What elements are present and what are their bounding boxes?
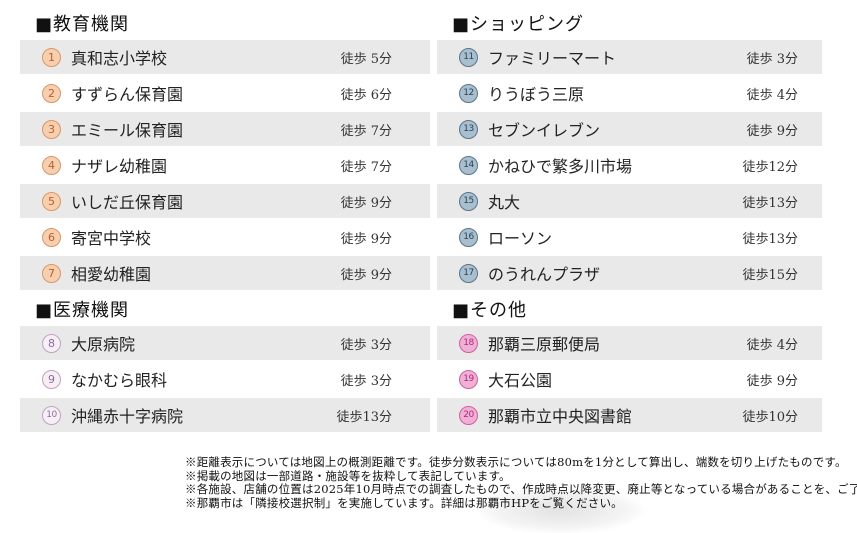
numbered-marker-icon: 11 (459, 47, 478, 67)
facility-name: 沖縄赤十字病院 (71, 407, 184, 426)
facility-name: なかむら眼科 (71, 371, 168, 390)
facility-name: 相愛幼稚園 (71, 265, 152, 284)
list-item: 11 ファミリーマート 徒歩 3分 (437, 40, 822, 74)
list-item: 5 いしだ丘保育園 徒歩 9分 (20, 184, 430, 218)
list-item: 16 ローソン 徒歩13分 (437, 220, 822, 254)
numbered-marker-icon: 4 (42, 155, 61, 175)
list-item: 1 真和志小学校 徒歩 5分 (20, 40, 430, 74)
facility-name: のうれんプラザ (488, 265, 601, 284)
footer-note-line: ※距離表示については地図上の概測距離です。徒歩分数表示については80mを1分とし… (185, 455, 847, 469)
footer-note-line: ※那覇市は「隣接校選択制」を実施しています。詳細は那覇市HPをご覧ください。 (185, 495, 623, 510)
facility-name: すずらん保育園 (71, 85, 184, 104)
walk-time: 徒歩 3分 (340, 373, 392, 389)
section-title-education: ■教育機関 (35, 14, 130, 35)
walk-time: 徒歩13分 (336, 409, 392, 425)
list-item: 6 寄宮中学校 徒歩 9分 (20, 220, 430, 254)
list-item: 17 のうれんプラザ 徒歩15分 (437, 256, 822, 290)
numbered-marker-icon: 3 (42, 119, 61, 139)
section-title-others: ■その他 (452, 300, 528, 321)
list-item: 18 那覇三原郵便局 徒歩 4分 (437, 326, 822, 360)
list-item: 8 大原病院 徒歩 3分 (20, 326, 430, 360)
facility-name: かねひで繁多川市場 (488, 157, 633, 176)
list-item: 12 りうぼう三原 徒歩 4分 (437, 76, 822, 110)
facility-name: ファミリーマート (488, 49, 617, 68)
list-item: 3 エミール保育園 徒歩 7分 (20, 112, 430, 146)
walk-time: 徒歩 5分 (340, 51, 392, 67)
walk-time: 徒歩 4分 (746, 87, 798, 103)
walk-time: 徒歩 3分 (746, 51, 798, 67)
facility-name: 大石公園 (488, 371, 553, 390)
numbered-marker-icon: 15 (459, 191, 478, 211)
list-item: 20 那覇市立中央図書館 徒歩10分 (437, 398, 822, 432)
numbered-marker-icon: 14 (459, 155, 478, 175)
facility-name: ナザレ幼稚園 (71, 157, 168, 176)
numbered-marker-icon: 16 (459, 227, 478, 247)
facility-name: 寄宮中学校 (71, 229, 152, 248)
footer-note-line: ※掲載の地図は一部道路・施設等を抜粋して表記しています。 (185, 468, 511, 483)
numbered-marker-icon: 8 (42, 333, 61, 353)
walk-time: 徒歩 9分 (746, 373, 798, 389)
walk-time: 徒歩 6分 (340, 87, 392, 103)
list-item: 7 相愛幼稚園 徒歩 9分 (20, 256, 430, 290)
walk-time: 徒歩 9分 (340, 195, 392, 211)
numbered-marker-icon: 12 (459, 83, 478, 103)
list-item: 2 すずらん保育園 徒歩 6分 (20, 76, 430, 110)
numbered-marker-icon: 9 (42, 369, 61, 389)
numbered-marker-icon: 5 (42, 191, 61, 211)
walk-time: 徒歩 9分 (746, 123, 798, 139)
numbered-marker-icon: 20 (459, 405, 478, 425)
facility-name: エミール保育園 (71, 121, 184, 140)
list-item: 14 かねひで繁多川市場 徒歩12分 (437, 148, 822, 182)
walk-time: 徒歩 7分 (340, 123, 392, 139)
walk-time: 徒歩15分 (742, 267, 798, 283)
walk-time: 徒歩 9分 (340, 267, 392, 283)
numbered-marker-icon: 19 (459, 369, 478, 389)
footer-note-line: ※各施設、店舗の位置は2025年10月時点での調査したもので、作成時点以降変更、… (185, 482, 857, 496)
walk-time: 徒歩 4分 (746, 337, 798, 353)
facility-name: セブンイレブン (488, 121, 601, 140)
left-column: ■教育機関 1 真和志小学校 徒歩 5分 2 すずらん保育園 徒歩 6分 3 エミール保育園 徒歩… (20, 6, 430, 434)
walk-time: 徒歩 3分 (340, 337, 392, 353)
list-item: 15 丸大 徒歩13分 (437, 184, 822, 218)
facility-name: 那覇市立中央図書館 (488, 407, 633, 426)
numbered-marker-icon: 6 (42, 227, 61, 247)
list-item: 4 ナザレ幼稚園 徒歩 7分 (20, 148, 430, 182)
walk-time: 徒歩13分 (742, 231, 798, 247)
facility-name: りうぼう三原 (488, 85, 585, 104)
facility-name: ローソン (488, 229, 553, 248)
facility-name: いしだ丘保育園 (71, 193, 184, 212)
facility-name: 大原病院 (71, 335, 136, 354)
walk-time: 徒歩12分 (742, 159, 798, 175)
numbered-marker-icon: 18 (459, 333, 478, 353)
numbered-marker-icon: 2 (42, 83, 61, 103)
numbered-marker-icon: 13 (459, 119, 478, 139)
footer-notes: ※距離表示については地図上の概測距離です。徒歩分数表示については80mを1分とし… (185, 455, 857, 510)
facility-name: 那覇三原郵便局 (488, 335, 601, 354)
facility-name: 丸大 (488, 193, 521, 212)
facility-name: 真和志小学校 (71, 49, 168, 68)
walk-time: 徒歩10分 (742, 409, 798, 425)
list-item: 13 セブンイレブン 徒歩 9分 (437, 112, 822, 146)
walk-time: 徒歩13分 (742, 195, 798, 211)
numbered-marker-icon: 7 (42, 263, 61, 283)
walk-time: 徒歩 7分 (340, 159, 392, 175)
right-column: ■ショッピング 11 ファミリーマート 徒歩 3分 12 りうぼう三原 徒歩 4分 13 セブン… (437, 6, 822, 434)
list-item: 19 大石公園 徒歩 9分 (437, 362, 822, 396)
numbered-marker-icon: 10 (42, 405, 61, 425)
section-title-shopping: ■ショッピング (452, 14, 585, 35)
numbered-marker-icon: 17 (459, 263, 478, 283)
walk-time: 徒歩 9分 (340, 231, 392, 247)
section-title-medical: ■医療機関 (35, 300, 130, 321)
list-item: 10 沖縄赤十字病院 徒歩13分 (20, 398, 430, 432)
list-item: 9 なかむら眼科 徒歩 3分 (20, 362, 430, 396)
numbered-marker-icon: 1 (42, 47, 61, 67)
